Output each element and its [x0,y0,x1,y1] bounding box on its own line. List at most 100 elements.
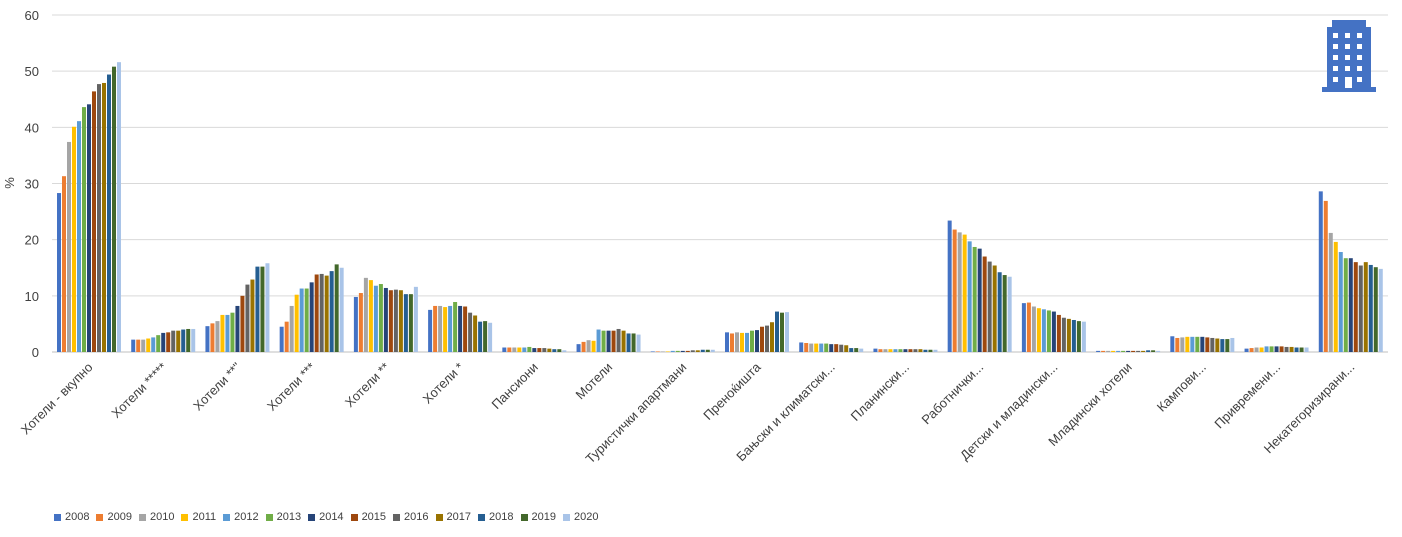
bar [626,333,631,352]
bar [463,306,468,352]
legend-label: 2014 [319,511,344,523]
bar [586,340,591,352]
bar [1264,346,1269,352]
bar [378,284,383,352]
building-base [1322,87,1376,92]
y-axis-label: % [2,177,17,189]
category-label: Мотели [573,360,616,403]
bar [1141,350,1146,352]
bar [859,348,864,352]
bar [1259,347,1264,352]
bar [611,330,616,352]
bar [87,104,91,352]
bar [710,349,715,352]
building-door [1345,77,1352,88]
legend-item: 2020 [562,511,598,523]
bar [512,347,517,352]
bar [918,349,923,352]
bar [443,307,448,352]
bar [1274,346,1279,352]
legend-item: 2010 [138,511,174,523]
bar [1284,346,1289,352]
building-window [1345,33,1350,38]
bar [1041,309,1046,352]
bar [878,349,883,352]
bar [660,351,665,352]
building-roof [1332,20,1366,28]
bar [448,305,453,352]
legend-item: 2015 [350,511,386,523]
bar [131,339,136,352]
bar [735,332,739,352]
bar [502,347,507,352]
bar [225,314,230,352]
bar [1066,318,1071,352]
bar [1368,264,1373,352]
bar [107,74,111,352]
bar [952,229,957,352]
bars [57,62,1383,353]
bar [799,342,804,352]
bar [136,339,141,352]
bar [438,305,443,352]
bar [324,275,329,352]
bar [1200,336,1205,352]
bar [1051,311,1056,352]
bar [1156,350,1161,352]
bar [319,273,324,352]
legend-swatch [308,513,316,521]
bar [339,267,344,352]
bar [1358,265,1363,352]
building-window [1345,44,1350,49]
bar [1348,258,1353,352]
bar [680,350,685,352]
bar [552,349,557,352]
bar [1373,267,1378,352]
bar [1121,350,1126,352]
bar [1220,339,1225,352]
bar [220,314,225,352]
bar [1333,241,1338,352]
bar [804,343,809,352]
bar [488,322,493,352]
bar [1031,306,1036,352]
bar [690,350,695,352]
legend-swatch [520,513,528,521]
legend-label: 2013 [276,511,302,523]
bar [745,332,749,352]
bar [210,323,215,352]
bar [873,348,878,352]
bar [923,349,928,352]
gridlines [52,14,1388,353]
bar [458,305,463,352]
bar [834,344,839,352]
building-window [1357,66,1362,71]
category-label: Планински... [848,360,912,424]
bar [824,343,829,352]
bar [235,305,240,352]
bar [146,338,151,352]
bar [957,232,962,352]
bar [1279,346,1284,352]
bar [1215,338,1220,352]
legend-swatch [478,513,486,521]
bar [1225,339,1230,352]
bar [265,263,270,352]
bar [977,248,982,352]
bar [1289,346,1294,352]
building-icon [1322,20,1376,92]
legend-item: 2016 [393,511,429,523]
bar [1101,350,1106,352]
bar [967,241,972,352]
legend-swatch [54,513,61,521]
bar [606,330,611,352]
bar [740,332,744,352]
bar [1304,347,1309,352]
bar [591,340,596,352]
bar [433,305,438,352]
bar [888,349,893,352]
building-window [1333,44,1338,49]
bar [829,344,834,352]
bar [522,347,527,352]
